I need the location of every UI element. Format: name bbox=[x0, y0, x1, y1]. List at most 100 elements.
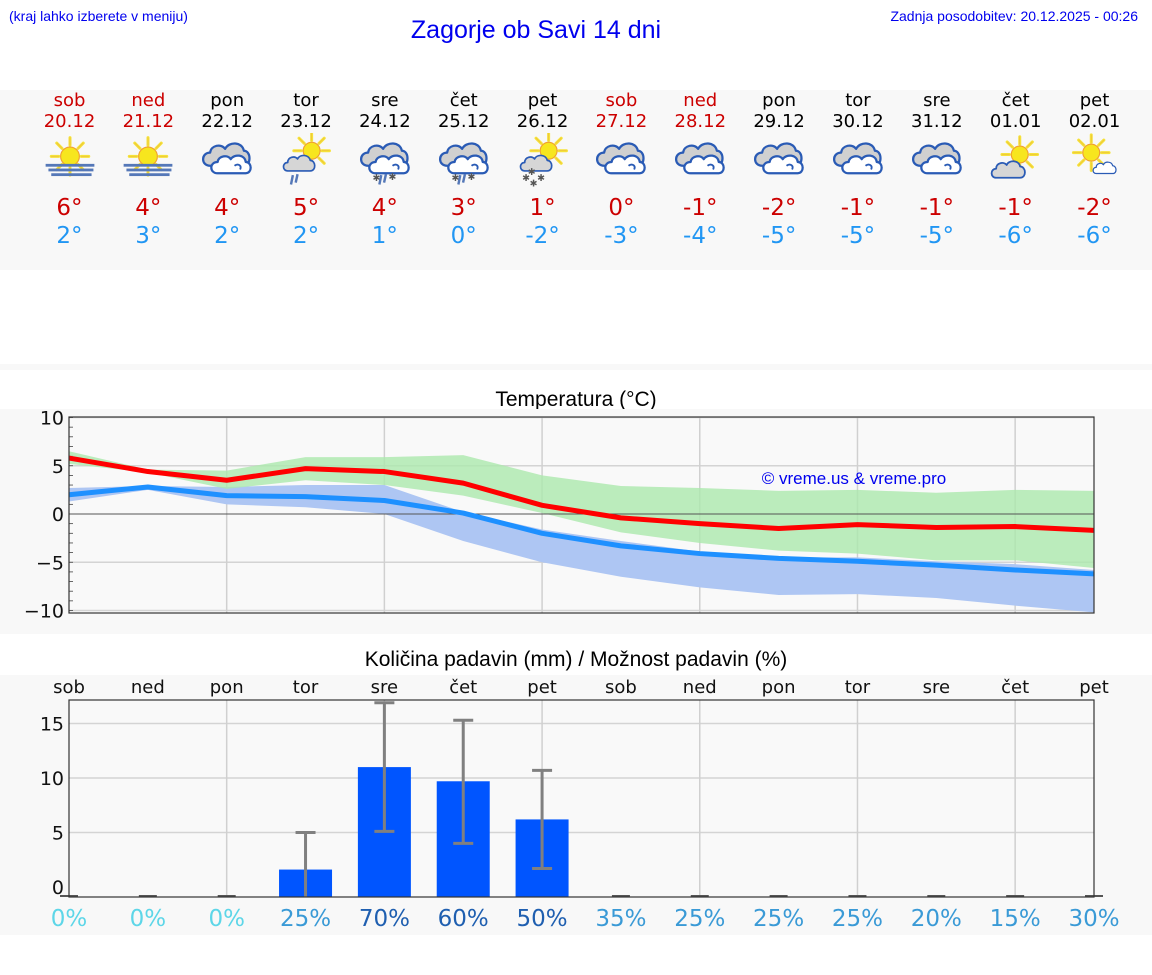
temp-max: -1° bbox=[998, 195, 1033, 221]
sun-cloud-rain-icon bbox=[282, 133, 331, 185]
svg-text:30%: 30% bbox=[1068, 906, 1119, 932]
day-date: 02.01 bbox=[1068, 111, 1121, 132]
temp-min: 2° bbox=[56, 223, 83, 249]
day-name: pet bbox=[527, 90, 558, 111]
temp-max: 4° bbox=[214, 195, 241, 221]
temp-max: -2° bbox=[1077, 195, 1112, 221]
temp-min: -6° bbox=[1077, 223, 1112, 249]
overcast-icon bbox=[832, 142, 883, 175]
precipitation-chart-title: Količina padavin (mm) / Možnost padavin … bbox=[364, 648, 788, 671]
overcast-icon bbox=[596, 142, 647, 175]
day-date: 27.12 bbox=[595, 111, 648, 132]
svg-text:pon: pon bbox=[762, 677, 796, 698]
sun-cloud-snow-icon: ✱✱✱✱ bbox=[519, 133, 568, 189]
temp-max: -1° bbox=[919, 195, 955, 221]
temp-min: 0° bbox=[450, 223, 477, 249]
day-column: pet 26.12 ✱ ✱ ✱ ✱ 1° -2° bbox=[503, 90, 582, 250]
temp-min: -3° bbox=[604, 223, 639, 249]
temp-min: 3° bbox=[135, 223, 162, 249]
day-name: čet bbox=[1001, 90, 1030, 111]
svg-text:čet: čet bbox=[449, 677, 477, 698]
svg-text:tor: tor bbox=[293, 677, 319, 698]
day-date: 26.12 bbox=[516, 111, 569, 132]
day-column: pon 29.12 -2° -5° bbox=[740, 90, 819, 250]
svg-text:✱: ✱ bbox=[537, 173, 545, 184]
day-name: sre bbox=[371, 90, 399, 111]
svg-text:0%: 0% bbox=[51, 906, 88, 932]
temp-min: -5° bbox=[919, 223, 955, 249]
day-date: 20.12 bbox=[43, 111, 96, 132]
svg-text:0: 0 bbox=[52, 877, 64, 899]
svg-text:25%: 25% bbox=[832, 906, 883, 932]
svg-text:✱: ✱ bbox=[388, 172, 396, 183]
temperature-chart-title: Temperatura (°C) bbox=[495, 388, 657, 411]
sun-cloud-icon bbox=[990, 135, 1039, 179]
svg-text:✱: ✱ bbox=[529, 178, 537, 189]
day-column: tor 30.12 -1° -5° bbox=[818, 90, 897, 250]
svg-text:25%: 25% bbox=[674, 906, 725, 932]
day-column: sre 24.12 ✱ ✱ 4° 1° bbox=[345, 90, 424, 250]
svg-text:15: 15 bbox=[40, 714, 64, 736]
sun-fog-icon bbox=[45, 136, 94, 177]
day-column: čet 25.12 ✱ ✱ 3° 0° bbox=[424, 90, 503, 250]
location-hint-link[interactable]: (kraj lahko izberete v meniju) bbox=[9, 8, 188, 24]
svg-text:sob: sob bbox=[53, 677, 85, 698]
temp-max: 6° bbox=[56, 195, 83, 221]
day-column: sre 31.12 -1° -5° bbox=[897, 90, 976, 250]
temperature-chart: 10 5 0 −5 −10 © vreme.us & vreme.pro bbox=[0, 409, 1152, 634]
day-column: pon 22.12 4° 2° bbox=[188, 90, 267, 250]
svg-text:5: 5 bbox=[52, 456, 64, 478]
day-name: sob bbox=[53, 90, 86, 111]
day-column: tor 23.12 5° 2° bbox=[267, 90, 346, 250]
day-name: sre bbox=[923, 90, 951, 111]
overcast-icon bbox=[202, 142, 252, 175]
svg-text:−10: −10 bbox=[24, 601, 64, 623]
day-name: pet bbox=[1079, 90, 1110, 111]
svg-text:ned: ned bbox=[683, 677, 717, 698]
temp-max: 3° bbox=[450, 195, 477, 221]
svg-text:10: 10 bbox=[40, 409, 64, 430]
temp-min: -5° bbox=[840, 223, 876, 249]
temp-max: -1° bbox=[683, 195, 718, 221]
day-name: čet bbox=[449, 90, 478, 111]
day-date: 01.01 bbox=[989, 111, 1042, 132]
temp-max: -2° bbox=[761, 195, 797, 221]
svg-text:20%: 20% bbox=[911, 906, 962, 932]
day-name: ned bbox=[683, 90, 718, 111]
day-name: tor bbox=[293, 90, 319, 111]
svg-text:sre: sre bbox=[371, 677, 398, 698]
cloud-sleet-icon: ✱ ✱ bbox=[359, 142, 410, 185]
svg-text:čet: čet bbox=[1001, 677, 1029, 698]
temp-min: 2° bbox=[214, 223, 241, 249]
day-date: 31.12 bbox=[911, 111, 963, 132]
sun-fog-icon bbox=[123, 136, 173, 177]
day-name: pon bbox=[762, 90, 797, 111]
svg-text:60%: 60% bbox=[438, 906, 489, 932]
svg-text:5: 5 bbox=[52, 823, 64, 845]
sun-small-cloud-icon bbox=[1071, 133, 1117, 175]
svg-text:✱: ✱ bbox=[467, 172, 475, 183]
day-column: sob 27.12 0° -3° bbox=[582, 90, 661, 250]
overcast-icon bbox=[675, 142, 726, 175]
temp-max: -1° bbox=[840, 195, 876, 221]
svg-text:25%: 25% bbox=[753, 906, 804, 932]
svg-text:0%: 0% bbox=[208, 906, 245, 932]
svg-text:sob: sob bbox=[605, 677, 637, 698]
svg-text:✱: ✱ bbox=[522, 173, 530, 184]
temp-max: 0° bbox=[608, 195, 635, 221]
temp-min: 2° bbox=[292, 223, 320, 249]
svg-text:sre: sre bbox=[923, 677, 950, 698]
day-date: 22.12 bbox=[201, 111, 253, 132]
temperature-plot: 10 5 0 −5 −10 © vreme.us & vreme.pro bbox=[24, 409, 1095, 623]
temp-min: -2° bbox=[525, 223, 560, 249]
svg-text:10: 10 bbox=[40, 768, 64, 790]
precipitation-plot: sob ned pon tor sre čet pet sob ned pon tor sre čet p… bbox=[40, 677, 1120, 932]
day-name: sob bbox=[605, 90, 638, 111]
svg-text:pet: pet bbox=[1079, 677, 1109, 698]
temp-min: -4° bbox=[683, 223, 718, 249]
svg-text:0: 0 bbox=[52, 504, 64, 526]
precipitation-chart: sob ned pon tor sre čet pet sob ned pon tor sre čet p… bbox=[0, 675, 1152, 935]
svg-text:✱: ✱ bbox=[451, 173, 459, 184]
svg-text:tor: tor bbox=[845, 677, 871, 698]
svg-text:15%: 15% bbox=[990, 906, 1041, 932]
